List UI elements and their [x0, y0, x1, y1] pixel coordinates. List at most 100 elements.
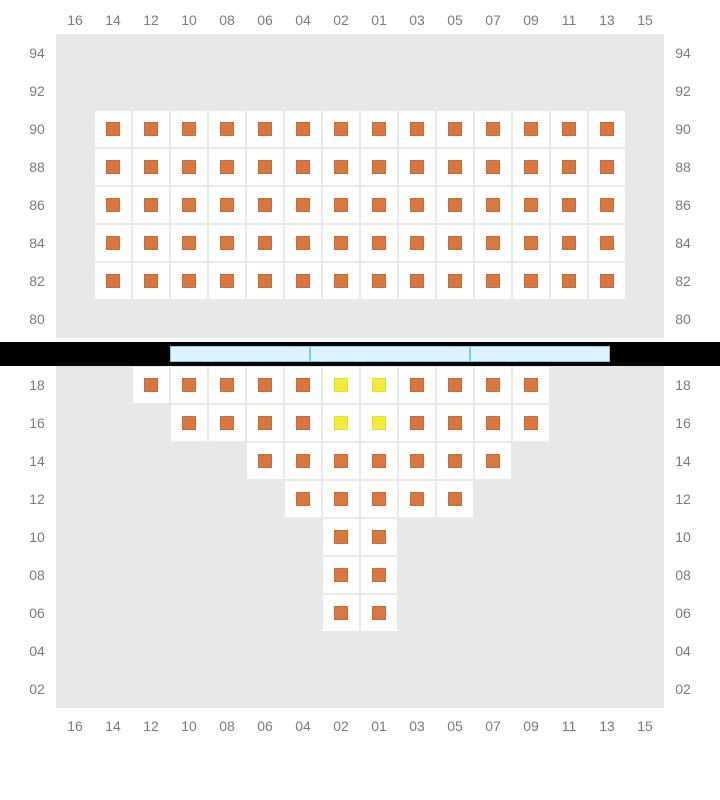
seat-cell[interactable]: [436, 480, 474, 518]
seat-cell[interactable]: [170, 366, 208, 404]
seat-cell[interactable]: [512, 366, 550, 404]
seat-cell[interactable]: [398, 224, 436, 262]
seat-cell[interactable]: [360, 556, 398, 594]
seat-cell[interactable]: [132, 262, 170, 300]
seat-cell[interactable]: [360, 480, 398, 518]
seat-cell[interactable]: [550, 110, 588, 148]
seat-cell[interactable]: [246, 404, 284, 442]
seat-cell[interactable]: [94, 110, 132, 148]
seat-cell[interactable]: [512, 148, 550, 186]
seat-cell[interactable]: [398, 480, 436, 518]
seat-cell[interactable]: [132, 224, 170, 262]
seat-cell[interactable]: [398, 366, 436, 404]
seat-cell[interactable]: [360, 262, 398, 300]
seat-cell[interactable]: [208, 366, 246, 404]
seat-cell[interactable]: [322, 518, 360, 556]
seat-cell[interactable]: [398, 442, 436, 480]
seat-cell[interactable]: [360, 404, 398, 442]
seat-cell[interactable]: [322, 148, 360, 186]
seat-cell[interactable]: [360, 148, 398, 186]
seat-cell[interactable]: [512, 404, 550, 442]
seat-cell[interactable]: [322, 442, 360, 480]
seat-cell[interactable]: [208, 262, 246, 300]
seat-cell[interactable]: [360, 366, 398, 404]
seat-cell[interactable]: [284, 186, 322, 224]
seat-cell[interactable]: [170, 224, 208, 262]
seat-cell[interactable]: [208, 224, 246, 262]
seat-cell[interactable]: [94, 148, 132, 186]
seat-cell[interactable]: [284, 110, 322, 148]
seat-cell[interactable]: [322, 224, 360, 262]
seat-cell[interactable]: [436, 366, 474, 404]
seat-cell[interactable]: [398, 186, 436, 224]
seat-cell[interactable]: [398, 110, 436, 148]
seat-cell[interactable]: [246, 110, 284, 148]
seat-cell[interactable]: [94, 224, 132, 262]
seat-cell[interactable]: [132, 110, 170, 148]
seat-cell[interactable]: [284, 224, 322, 262]
seat-cell[interactable]: [132, 186, 170, 224]
seat-cell[interactable]: [322, 366, 360, 404]
seat-cell[interactable]: [474, 110, 512, 148]
seat-cell[interactable]: [588, 186, 626, 224]
seat-cell[interactable]: [398, 404, 436, 442]
seat-cell[interactable]: [436, 110, 474, 148]
seat-cell[interactable]: [436, 224, 474, 262]
seat-cell[interactable]: [474, 262, 512, 300]
seat-cell[interactable]: [284, 366, 322, 404]
seat-cell[interactable]: [550, 224, 588, 262]
seat-cell[interactable]: [360, 518, 398, 556]
seat-cell[interactable]: [322, 480, 360, 518]
seat-cell[interactable]: [588, 110, 626, 148]
seat-cell[interactable]: [170, 110, 208, 148]
seat-cell[interactable]: [246, 442, 284, 480]
seat-cell[interactable]: [208, 148, 246, 186]
seat-cell[interactable]: [246, 366, 284, 404]
seat-cell[interactable]: [360, 110, 398, 148]
seat-cell[interactable]: [474, 224, 512, 262]
seat-cell[interactable]: [322, 110, 360, 148]
seat-cell[interactable]: [588, 224, 626, 262]
seat-cell[interactable]: [170, 262, 208, 300]
seat-cell[interactable]: [436, 404, 474, 442]
seat-cell[interactable]: [474, 404, 512, 442]
seat-cell[interactable]: [360, 594, 398, 632]
seat-cell[interactable]: [284, 404, 322, 442]
seat-cell[interactable]: [550, 186, 588, 224]
seat-cell[interactable]: [588, 262, 626, 300]
seat-cell[interactable]: [170, 148, 208, 186]
seat-cell[interactable]: [360, 224, 398, 262]
seat-cell[interactable]: [284, 262, 322, 300]
seat-cell[interactable]: [246, 262, 284, 300]
seat-cell[interactable]: [322, 594, 360, 632]
seat-cell[interactable]: [360, 186, 398, 224]
seat-cell[interactable]: [284, 480, 322, 518]
seat-cell[interactable]: [588, 148, 626, 186]
seat-cell[interactable]: [512, 224, 550, 262]
seat-cell[interactable]: [322, 262, 360, 300]
seat-cell[interactable]: [322, 186, 360, 224]
seat-cell[interactable]: [208, 404, 246, 442]
seat-cell[interactable]: [550, 262, 588, 300]
seat-cell[interactable]: [436, 186, 474, 224]
seat-cell[interactable]: [208, 186, 246, 224]
seat-cell[interactable]: [398, 262, 436, 300]
seat-cell[interactable]: [398, 148, 436, 186]
seat-cell[interactable]: [474, 148, 512, 186]
seat-cell[interactable]: [512, 110, 550, 148]
seat-cell[interactable]: [208, 110, 246, 148]
seat-cell[interactable]: [550, 148, 588, 186]
seat-cell[interactable]: [474, 442, 512, 480]
seat-cell[interactable]: [170, 186, 208, 224]
seat-cell[interactable]: [436, 262, 474, 300]
seat-cell[interactable]: [474, 366, 512, 404]
seat-cell[interactable]: [474, 186, 512, 224]
seat-cell[interactable]: [284, 148, 322, 186]
seat-cell[interactable]: [360, 442, 398, 480]
seat-cell[interactable]: [132, 148, 170, 186]
seat-cell[interactable]: [436, 148, 474, 186]
seat-cell[interactable]: [170, 404, 208, 442]
seat-cell[interactable]: [512, 262, 550, 300]
seat-cell[interactable]: [246, 148, 284, 186]
seat-cell[interactable]: [246, 224, 284, 262]
